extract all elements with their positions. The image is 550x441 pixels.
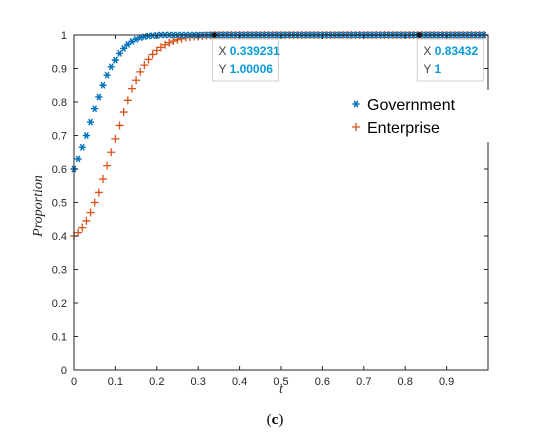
datatip-anchor-dot <box>211 32 218 38</box>
y-tick-label: 0.4 <box>52 231 67 243</box>
y-tick-label: 0.6 <box>52 164 67 176</box>
datatip-box <box>416 38 484 82</box>
x-tick-label: 0.5 <box>273 376 288 388</box>
x-tick-label: 0.7 <box>356 376 371 388</box>
y-tick-label: 0.5 <box>52 198 67 210</box>
datatip-anchor-dot <box>416 32 423 38</box>
enterprise-point <box>173 35 182 44</box>
caption-open: ( <box>266 412 272 428</box>
government-point <box>99 81 107 89</box>
enterprise-point <box>103 161 112 170</box>
government-point <box>115 49 124 57</box>
government-point <box>120 44 128 52</box>
x-tick-label: 0.6 <box>315 376 330 388</box>
legend-government-icon <box>352 100 360 108</box>
legend-label-enterprise: Enterprise <box>367 120 440 137</box>
government-point <box>91 105 99 113</box>
government-point <box>107 63 115 71</box>
enterprise-point <box>123 96 132 105</box>
government-point <box>103 71 111 79</box>
y-tick-label: 0.9 <box>52 64 67 76</box>
enterprise-point <box>169 37 178 46</box>
datatip-y-label: Y <box>218 62 229 76</box>
enterprise-point <box>132 76 141 85</box>
x-tick-label: 0.8 <box>398 376 413 388</box>
enterprise-point <box>148 50 157 59</box>
y-tick-label: 0.7 <box>52 131 67 143</box>
datatip-y-value: 1 <box>435 62 442 76</box>
datatip-y-label: Y <box>423 62 434 76</box>
datatip-x-label: X <box>218 44 229 58</box>
enterprise-point <box>165 38 174 47</box>
government-point <box>74 155 82 163</box>
enterprise-point <box>107 148 116 157</box>
enterprise-point <box>98 175 107 184</box>
x-tick-label: 0.3 <box>191 376 206 388</box>
government-point <box>86 118 95 126</box>
government-point <box>82 132 91 139</box>
x-tick-label: 0 <box>71 376 77 388</box>
enterprise-point <box>82 216 91 225</box>
government-point <box>78 143 86 151</box>
y-axis: 0 0.1 0.2 0.3 0.4 0.5 0.6 0.7 0.8 0.9 1 <box>52 30 488 377</box>
enterprise-point <box>111 134 120 143</box>
x-tick-label: 0.9 <box>439 376 454 388</box>
datatip-x-label: X <box>423 44 434 58</box>
enterprise-point <box>115 121 124 130</box>
enterprise-point <box>152 46 161 55</box>
x-tick-label: 0.4 <box>232 376 247 388</box>
enterprise-point <box>74 228 83 237</box>
legend-box <box>344 90 490 142</box>
plot-area <box>74 35 488 370</box>
x-axis: 0 0.1 0.2 0.3 0.4 0.5 0.6 0.7 0.8 0.9 <box>71 35 454 388</box>
y-tick-label: 1 <box>61 30 67 42</box>
datatip-x-value: 0.339231 <box>230 44 280 58</box>
datatip-x-value: 0.83432 <box>435 44 479 58</box>
enterprise-point <box>94 188 103 197</box>
datatip-y-row: Y 1 <box>423 62 441 76</box>
y-tick-label: 0 <box>61 365 67 377</box>
y-axis-label: Proportion <box>31 175 46 238</box>
government-point <box>95 93 103 101</box>
y-tick-label: 0.1 <box>52 332 67 344</box>
caption-label: c <box>271 412 279 428</box>
legend-label-government: Government <box>367 97 456 114</box>
datatip-x-row: X 0.339231 <box>218 44 280 58</box>
enterprise-point <box>144 55 153 64</box>
datatip-x-row: X 0.83432 <box>423 44 478 58</box>
figure-caption: (c) <box>0 412 550 429</box>
datatip-y-row: Y 1.00006 <box>218 62 273 76</box>
legend: Government Enterprise <box>344 90 490 142</box>
datatip-box <box>211 38 279 82</box>
enterprise-point <box>90 198 99 207</box>
enterprise-point <box>161 40 170 49</box>
x-tick-label: 0.2 <box>149 376 164 388</box>
enterprise-point <box>140 61 149 70</box>
enterprise-point <box>78 223 87 232</box>
enterprise-point <box>136 67 145 76</box>
enterprise-point <box>86 208 95 217</box>
government-point <box>136 34 144 42</box>
legend-marker-government <box>352 100 360 108</box>
x-tick-label: 0.1 <box>108 376 123 388</box>
enterprise-point <box>119 108 128 117</box>
enterprise-point <box>156 43 165 52</box>
legend-marker-enterprise <box>352 123 360 131</box>
government-point <box>111 56 119 64</box>
y-tick-label: 0.8 <box>52 97 67 109</box>
enterprise-point <box>127 84 136 93</box>
datatip-y-value: 1.00006 <box>230 62 274 76</box>
y-tick-label: 0.3 <box>52 265 67 277</box>
legend-enterprise-icon <box>352 123 360 131</box>
y-tick-label: 0.2 <box>52 298 67 310</box>
x-axis-label: t <box>279 382 284 397</box>
caption-close: ) <box>278 412 284 428</box>
